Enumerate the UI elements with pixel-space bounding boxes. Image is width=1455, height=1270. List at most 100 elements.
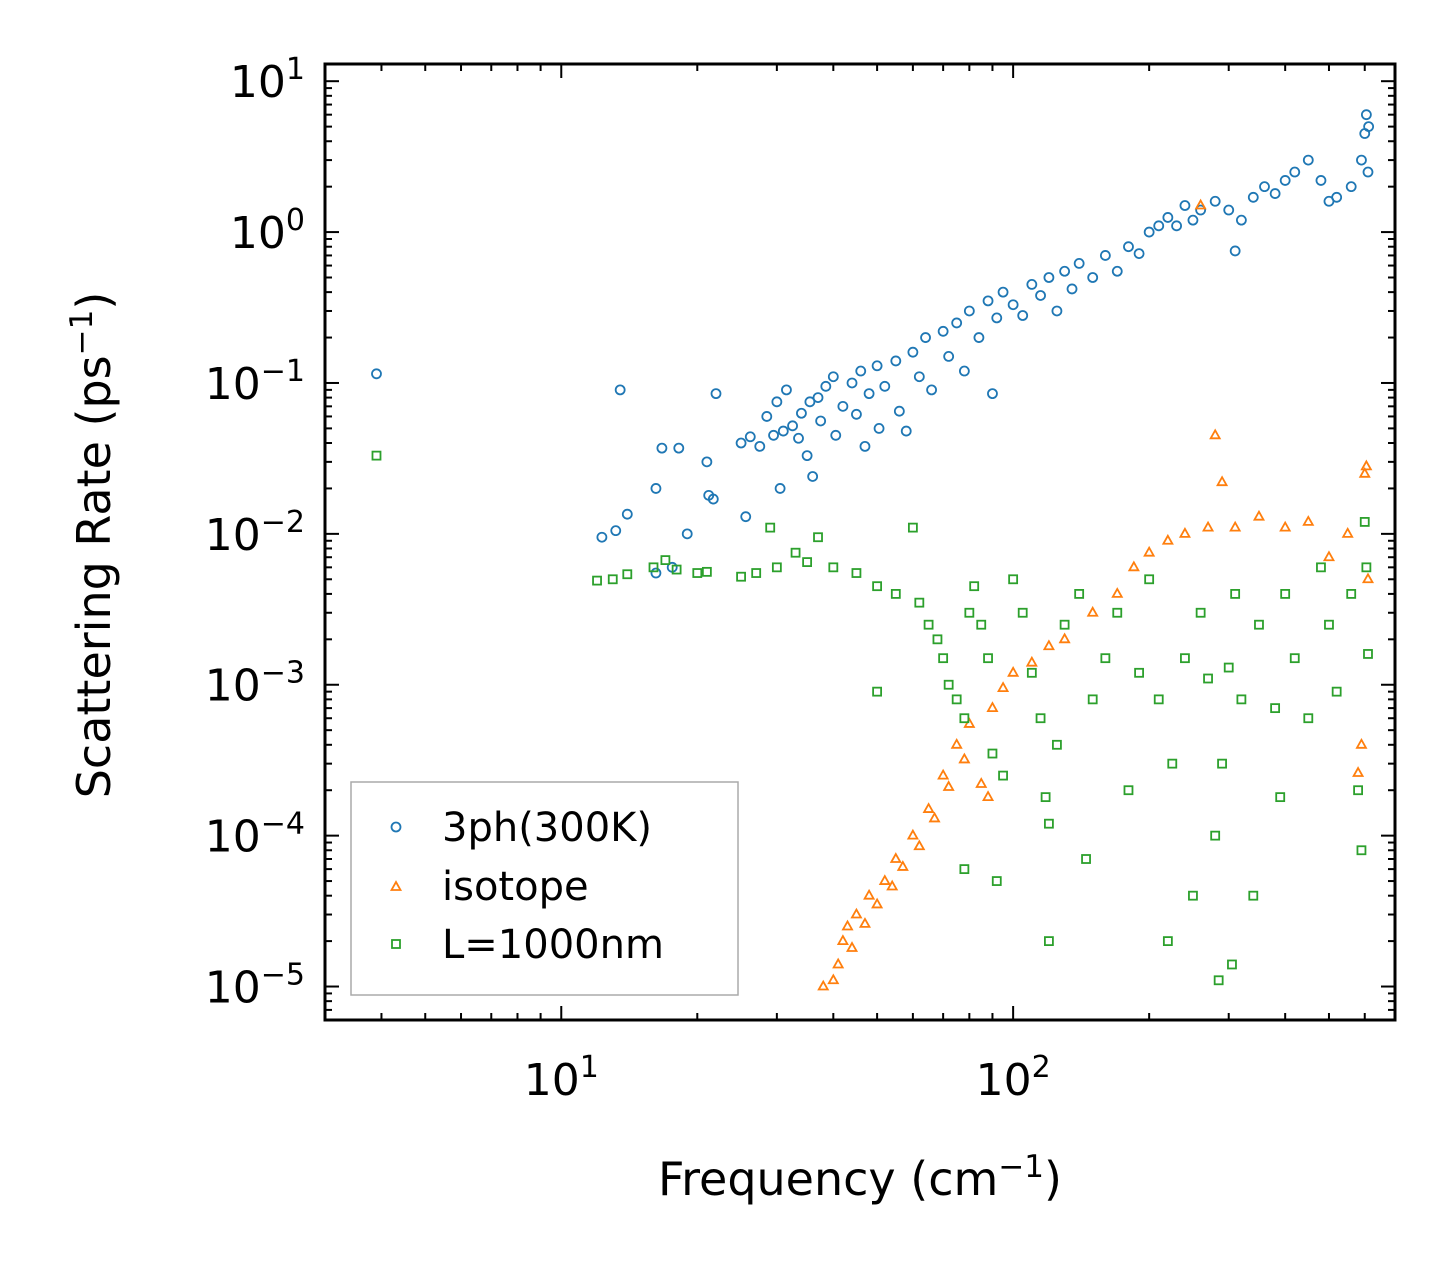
point-l-1000nm bbox=[1059, 619, 1070, 630]
point-l-1000nm bbox=[1035, 713, 1046, 724]
point-isotope bbox=[1252, 509, 1266, 521]
point-3ph-300k bbox=[1229, 245, 1241, 257]
point-3ph-300k bbox=[1345, 181, 1357, 193]
point-3ph-300k bbox=[973, 332, 985, 343]
point-l-1000nm bbox=[592, 575, 602, 586]
point-isotope bbox=[1352, 766, 1365, 777]
point-l-1000nm bbox=[1040, 792, 1051, 803]
y-tick-label: 10−3 bbox=[205, 656, 305, 712]
point-isotope bbox=[1194, 198, 1207, 210]
point-3ph-300k bbox=[997, 286, 1009, 298]
point-3ph-300k bbox=[774, 483, 786, 494]
point-3ph-300k bbox=[1247, 191, 1259, 203]
point-3ph-300k bbox=[1279, 175, 1291, 186]
point-l-1000nm bbox=[1112, 607, 1123, 618]
point-3ph-300k bbox=[1123, 241, 1134, 253]
point-l-1000nm bbox=[851, 568, 862, 578]
point-l-1000nm bbox=[1087, 694, 1098, 705]
point-3ph-300k bbox=[987, 388, 998, 400]
point-isotope bbox=[1216, 475, 1229, 487]
point-isotope bbox=[1042, 639, 1055, 651]
point-l-1000nm bbox=[943, 679, 954, 690]
legend-label-l1000nm: L=1000nm bbox=[442, 922, 664, 968]
point-l-1000nm bbox=[701, 566, 712, 577]
point-3ph-300k bbox=[963, 305, 975, 317]
legend-marker-l1000nm bbox=[391, 939, 401, 949]
point-3ph-300k bbox=[907, 346, 919, 358]
point-isotope bbox=[986, 701, 999, 713]
point-l-1000nm bbox=[1359, 517, 1370, 527]
point-l-1000nm bbox=[907, 522, 918, 533]
point-isotope bbox=[1025, 655, 1038, 667]
point-3ph-300k bbox=[701, 456, 713, 468]
point-l-1000nm bbox=[1044, 936, 1054, 947]
point-l-1000nm bbox=[736, 571, 746, 582]
point-3ph-300k bbox=[873, 422, 885, 434]
point-isotope bbox=[817, 979, 830, 991]
point-isotope bbox=[1229, 520, 1242, 532]
x-major-ticks: 101 102 bbox=[524, 64, 1051, 1106]
point-l-1000nm bbox=[1289, 653, 1300, 664]
point-3ph-300k bbox=[879, 380, 891, 392]
point-3ph-300k bbox=[1162, 212, 1174, 223]
point-3ph-300k bbox=[1223, 204, 1235, 216]
point-isotope bbox=[1355, 737, 1368, 749]
point-3ph-300k bbox=[673, 442, 685, 454]
point-isotope bbox=[863, 888, 876, 900]
point-3ph-300k bbox=[815, 415, 827, 427]
point-isotope bbox=[950, 737, 963, 749]
point-isotope bbox=[1127, 560, 1140, 572]
point-3ph-300k bbox=[735, 437, 747, 449]
point-3ph-300k bbox=[982, 295, 994, 307]
point-3ph-300k bbox=[1153, 220, 1165, 232]
point-3ph-300k bbox=[1043, 272, 1055, 283]
plot-frame bbox=[323, 62, 1397, 1022]
point-isotope bbox=[1178, 527, 1191, 538]
point-3ph-300k bbox=[761, 411, 773, 422]
point-l-1000nm bbox=[1153, 694, 1164, 705]
point-3ph-300k bbox=[1195, 204, 1207, 216]
point-3ph-300k bbox=[991, 312, 1003, 324]
y-tick-label: 100 bbox=[230, 203, 305, 259]
point-isotope bbox=[1358, 466, 1371, 478]
point-3ph-300k bbox=[681, 528, 693, 540]
point-l-1000nm bbox=[1275, 792, 1286, 803]
point-3ph-300k bbox=[920, 332, 931, 343]
point-isotope bbox=[871, 897, 884, 909]
point-l-1000nm bbox=[1188, 890, 1198, 901]
point-l-1000nm bbox=[951, 694, 962, 705]
point-l-1000nm bbox=[1356, 845, 1367, 856]
point-isotope bbox=[858, 917, 872, 928]
point-l-1000nm bbox=[648, 562, 659, 573]
point-3ph-300k bbox=[830, 429, 842, 441]
y-tick-label: 10−1 bbox=[205, 354, 305, 410]
point-isotope bbox=[1161, 533, 1174, 545]
point-l-1000nm bbox=[932, 634, 943, 645]
point-l-1000nm bbox=[959, 713, 970, 724]
point-l-1000nm bbox=[1361, 562, 1372, 573]
point-l-1000nm bbox=[671, 564, 682, 575]
point-l-1000nm bbox=[1162, 936, 1173, 947]
point-3ph-300k bbox=[937, 325, 949, 337]
point-l-1000nm bbox=[1026, 667, 1037, 678]
point-l-1000nm bbox=[1144, 574, 1155, 585]
point-l-1000nm bbox=[1052, 739, 1062, 750]
point-l-1000nm bbox=[1230, 589, 1241, 599]
point-l-1000nm bbox=[1316, 562, 1326, 573]
point-3ph-300k bbox=[650, 567, 662, 579]
point-l-1000nm bbox=[998, 770, 1008, 781]
point-3ph-300k bbox=[851, 408, 862, 420]
point-3ph-300k bbox=[855, 365, 867, 377]
point-3ph-300k bbox=[1209, 195, 1221, 207]
point-l-1000nm bbox=[1280, 589, 1291, 599]
point-l-1000nm bbox=[1008, 574, 1019, 585]
point-isotope bbox=[913, 839, 926, 851]
point-3ph-300k bbox=[1302, 154, 1314, 166]
point-3ph-300k bbox=[777, 425, 789, 437]
point-3ph-300k bbox=[863, 388, 875, 400]
point-3ph-300k bbox=[1187, 214, 1199, 226]
point-l-1000nm bbox=[969, 581, 980, 592]
point-l-1000nm bbox=[1213, 975, 1224, 986]
point-l-1000nm bbox=[1217, 758, 1227, 769]
